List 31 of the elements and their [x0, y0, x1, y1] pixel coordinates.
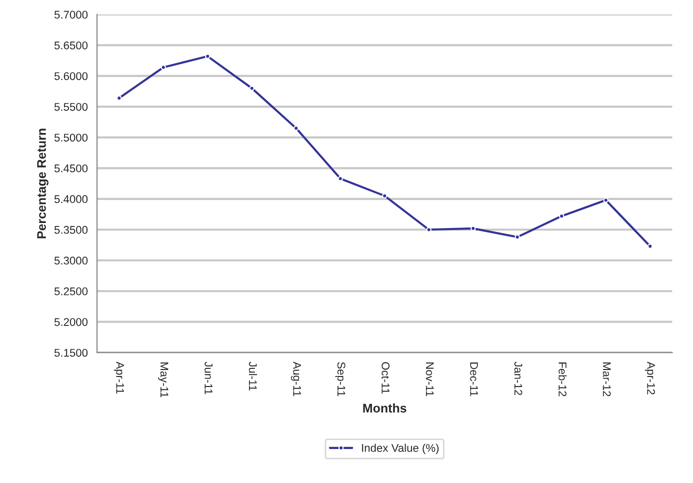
- x-axis-title: Months: [363, 403, 406, 413]
- x-tick-label: Jan-12: [514, 362, 522, 396]
- x-tick-label: May-11: [158, 362, 168, 398]
- point: [294, 126, 299, 131]
- point: [249, 86, 254, 91]
- y-tick-label: 5.6000: [54, 72, 88, 80]
- y-tick-label: 5.1500: [54, 348, 88, 357]
- point: [603, 198, 608, 203]
- y-tick-label: 5.6500: [54, 41, 88, 50]
- x-tick-label: Apr-11: [114, 362, 124, 394]
- y-tick-label: 5.5500: [54, 102, 88, 111]
- y-tick-label: 5.4500: [54, 164, 88, 172]
- y-tick-label: 5.5000: [54, 134, 88, 142]
- y-tick-label: 5.4000: [54, 195, 88, 204]
- y-tick-label: 5.3000: [54, 256, 88, 265]
- x-tick-label: Jun-11: [204, 362, 212, 394]
- x-tick-label: Sep-11: [335, 362, 346, 396]
- y-tick-label: 5.7000: [54, 10, 88, 19]
- y-tick-label: 5.3500: [54, 226, 88, 234]
- y-tick-label: 5.2000: [54, 318, 88, 326]
- x-tick-label: Mar-12: [602, 362, 611, 396]
- x-tick-label: Oct-11: [382, 362, 390, 394]
- x-tick-label: Jul-11: [248, 362, 258, 391]
- y-axis-title: Percentage Return: [37, 128, 48, 238]
- x-tick-label: Aug-11: [290, 362, 301, 396]
- x-tick-label: Apr-12: [644, 362, 655, 394]
- x-tick-label: Nov-11: [426, 362, 434, 396]
- y-tick-label: 5.2500: [54, 287, 88, 296]
- legend-label: Index Value (%): [362, 444, 439, 454]
- x-tick-label: Dec-11: [470, 362, 478, 396]
- x-tick-label: Feb-12: [558, 362, 567, 396]
